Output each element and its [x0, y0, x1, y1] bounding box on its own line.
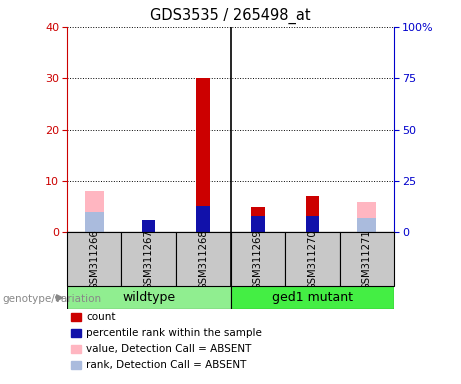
Text: ged1 mutant: ged1 mutant: [272, 291, 353, 304]
Text: GSM311269: GSM311269: [253, 229, 263, 290]
Bar: [251, 216, 265, 232]
Text: GSM311266: GSM311266: [89, 229, 99, 290]
Text: value, Detection Call = ABSENT: value, Detection Call = ABSENT: [86, 344, 252, 354]
Text: rank, Detection Call = ABSENT: rank, Detection Call = ABSENT: [86, 360, 247, 370]
Bar: [306, 216, 319, 232]
Bar: [142, 220, 155, 232]
Bar: [84, 191, 104, 232]
Text: GSM311267: GSM311267: [144, 229, 154, 290]
Text: GSM311271: GSM311271: [362, 229, 372, 290]
Text: count: count: [86, 312, 116, 322]
Bar: [121, 232, 176, 286]
Bar: [251, 207, 265, 232]
Bar: [176, 232, 230, 286]
Bar: [306, 196, 319, 232]
Bar: [196, 205, 210, 232]
Text: GSM311268: GSM311268: [198, 229, 208, 290]
Bar: [285, 232, 340, 286]
Text: percentile rank within the sample: percentile rank within the sample: [86, 328, 262, 338]
Text: wildtype: wildtype: [122, 291, 175, 304]
Bar: [230, 232, 285, 286]
Bar: [196, 78, 210, 232]
Text: genotype/variation: genotype/variation: [2, 294, 101, 304]
Bar: [357, 218, 377, 232]
Text: GSM311270: GSM311270: [307, 229, 317, 290]
Bar: [230, 286, 394, 309]
Bar: [142, 227, 155, 232]
Bar: [357, 202, 377, 232]
Bar: [84, 212, 104, 232]
Bar: [340, 232, 394, 286]
Bar: [67, 232, 121, 286]
Bar: [67, 286, 230, 309]
Title: GDS3535 / 265498_at: GDS3535 / 265498_at: [150, 8, 311, 24]
